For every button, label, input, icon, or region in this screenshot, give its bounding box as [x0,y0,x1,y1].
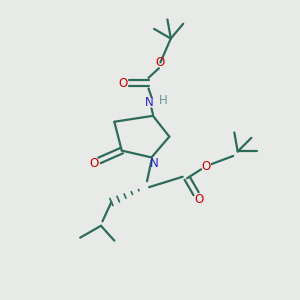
Text: O: O [194,193,204,206]
Text: O: O [202,160,211,173]
Text: H: H [159,94,168,107]
Text: O: O [89,157,98,170]
Text: N: N [150,158,159,170]
Text: N: N [145,96,154,109]
Text: O: O [118,76,128,90]
Text: O: O [156,56,165,69]
